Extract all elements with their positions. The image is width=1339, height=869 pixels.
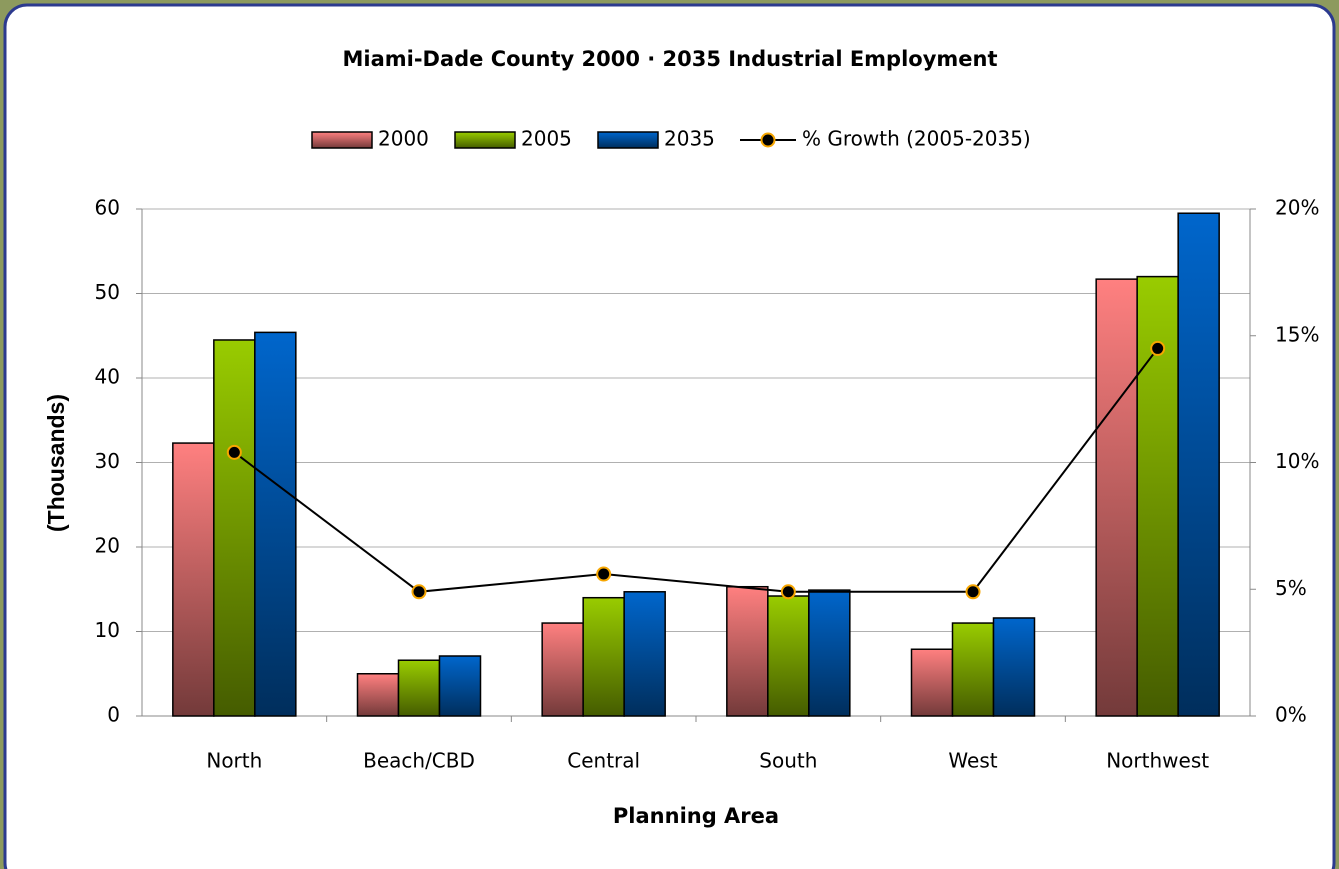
x-tick-label: North xyxy=(206,749,262,773)
line-series xyxy=(233,347,1159,593)
y2-tick-label: 5% xyxy=(1275,576,1307,600)
bar xyxy=(1095,278,1138,717)
legend-swatch xyxy=(597,131,659,149)
bar xyxy=(397,659,441,717)
y2-tick-label: 20% xyxy=(1275,196,1319,220)
legend-swatch xyxy=(311,131,373,149)
y2-tick-label: 0% xyxy=(1275,703,1307,727)
line-marker xyxy=(965,584,981,600)
legend-label: 2000 xyxy=(378,127,429,151)
legend-label: 2005 xyxy=(521,127,572,151)
x-tick-label: West xyxy=(948,749,997,773)
y-tick-label: 50 xyxy=(95,280,120,304)
y-tick-label: 0 xyxy=(107,703,120,727)
y-tick-label: 40 xyxy=(95,365,120,389)
line-marker xyxy=(780,584,796,600)
y-tick-label: 30 xyxy=(95,449,120,473)
y-tick-label: 20 xyxy=(95,534,120,558)
chart-title: Miami-Dade County 2000 · 2035 Industrial… xyxy=(342,47,997,71)
bar xyxy=(213,339,256,717)
legend-swatch xyxy=(454,131,516,149)
line-marker xyxy=(596,566,612,582)
bar xyxy=(356,673,400,717)
bar xyxy=(910,648,954,717)
bar xyxy=(254,331,297,717)
x-tick-label: Central xyxy=(567,749,640,773)
bar xyxy=(582,596,625,717)
bar xyxy=(623,591,666,717)
y-tick-label: 10 xyxy=(95,618,120,642)
bar xyxy=(541,622,584,717)
bar xyxy=(767,595,810,717)
bar xyxy=(172,442,215,717)
bar xyxy=(808,589,851,717)
bar xyxy=(951,622,995,717)
legend-label: 2035 xyxy=(664,127,715,151)
bar xyxy=(438,655,482,717)
legend-label: % Growth (2005-2035) xyxy=(802,127,1031,151)
line-marker xyxy=(226,444,242,460)
x-tick-label: Beach/CBD xyxy=(363,749,475,773)
y-axis-label: (Thousands) xyxy=(43,394,69,532)
bar xyxy=(992,617,1036,717)
line-marker xyxy=(411,584,427,600)
x-tick-label: South xyxy=(759,749,817,773)
bar xyxy=(726,585,769,717)
line-marker xyxy=(1150,340,1166,356)
y2-tick-label: 15% xyxy=(1275,322,1319,346)
legend-marker xyxy=(760,132,776,148)
x-tick-label: Northwest xyxy=(1106,749,1209,773)
x-axis-label: Planning Area xyxy=(613,804,779,828)
bar xyxy=(1177,212,1220,717)
y2-tick-label: 10% xyxy=(1275,449,1319,473)
y-tick-label: 60 xyxy=(95,196,120,220)
